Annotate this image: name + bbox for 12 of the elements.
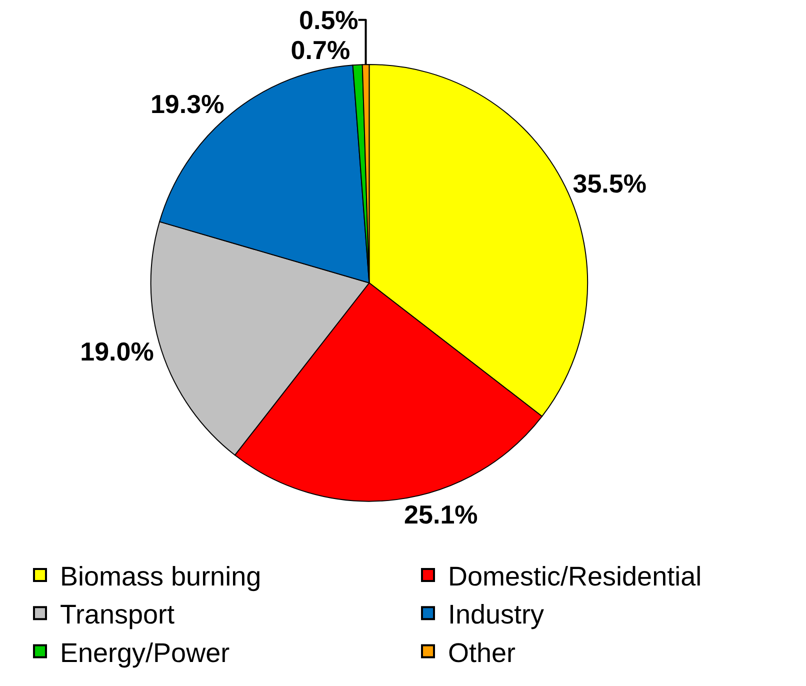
legend-label: Other [448, 638, 516, 668]
data-label: 35.5% [572, 168, 646, 199]
data-label: 0.7% [290, 34, 350, 65]
data-label: 19.0% [80, 336, 154, 366]
legend-label: Energy/Power [60, 638, 230, 668]
data-label: 25.1% [404, 499, 478, 530]
legend-label: Transport [60, 600, 176, 630]
legend-label: Industry [448, 600, 545, 630]
legend-label: Domestic/Residential [448, 562, 702, 592]
data-label: 0.5% [299, 4, 358, 35]
legend-label: Biomass burning [60, 562, 262, 592]
data-label: 19.3% [150, 89, 224, 120]
